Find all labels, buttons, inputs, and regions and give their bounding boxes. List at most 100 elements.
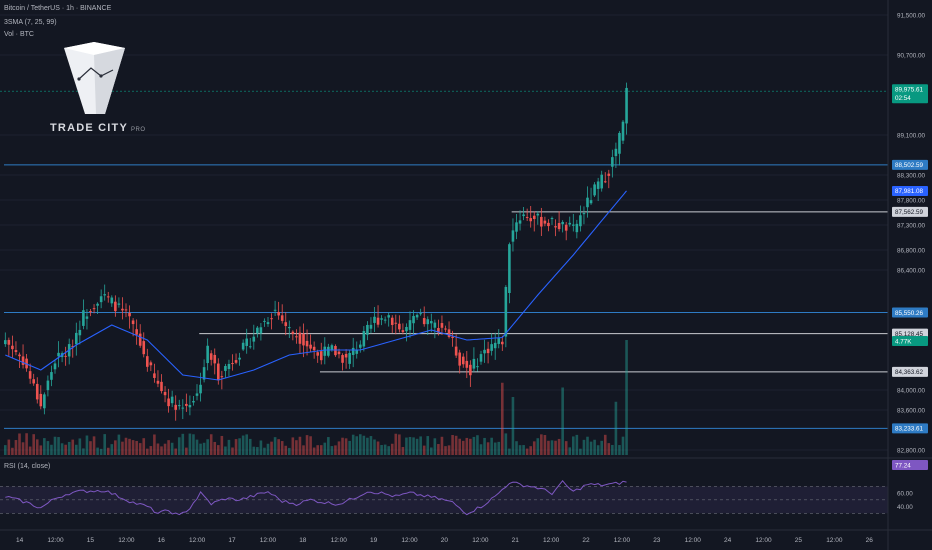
volume-bar: [511, 397, 515, 455]
level-price-label-bg: [892, 423, 928, 434]
candle: [618, 132, 621, 154]
candle: [270, 318, 273, 320]
candle: [348, 352, 351, 364]
volume-bar: [192, 434, 195, 455]
candle: [334, 346, 337, 356]
volume-bar: [476, 435, 479, 455]
volume-bar: [380, 444, 383, 455]
volume-bar: [458, 438, 461, 455]
volume-legend[interactable]: Vol · BTC: [4, 31, 34, 38]
candle: [319, 351, 323, 361]
candle: [234, 360, 238, 363]
time-tick-label: 12:00: [47, 537, 64, 544]
volume-bar: [394, 433, 398, 455]
candle: [550, 218, 554, 220]
candle: [451, 336, 454, 338]
candle: [426, 319, 430, 325]
volume-bar: [444, 446, 447, 455]
symbol-title[interactable]: Bitcoin / TetherUS · 1h · BINANCE: [4, 5, 112, 12]
volume-bar: [348, 440, 351, 455]
candle: [213, 354, 217, 364]
candle: [380, 318, 383, 320]
level-price-label: 85,128.45: [895, 331, 924, 338]
time-tick-label: 18: [299, 537, 307, 544]
candle: [387, 315, 390, 318]
volume-bar: [138, 443, 142, 455]
level-price-label: 88,502.59: [895, 162, 924, 169]
volume-bar: [266, 443, 270, 455]
rsi-line: [5, 480, 627, 516]
candle: [231, 363, 234, 365]
volume-bar: [334, 445, 337, 455]
candle: [11, 345, 14, 350]
volume-bar: [167, 440, 170, 455]
time-tick-label: 16: [158, 537, 166, 544]
time-tick-label: 14: [16, 537, 24, 544]
candle: [518, 220, 522, 224]
candle: [579, 215, 582, 227]
rsi-legend[interactable]: RSI (14, close): [4, 463, 51, 470]
volume-bar: [114, 440, 117, 455]
candle: [89, 311, 92, 313]
sma-legend[interactable]: 3SMA (7, 25, 99): [4, 19, 57, 26]
candle: [284, 322, 288, 327]
volume-bar: [64, 444, 67, 455]
volume-bar: [479, 444, 483, 455]
volume-bar: [124, 437, 128, 455]
candle: [64, 355, 67, 357]
volume-bar: [373, 439, 376, 455]
level-price-label-bg: [892, 206, 928, 217]
volume-bar: [422, 445, 426, 455]
candle: [508, 244, 511, 294]
volume-bar: [121, 441, 124, 455]
volume-bar: [53, 436, 57, 455]
volume-bar: [18, 433, 21, 455]
price-tick-label: 86,800.00: [897, 247, 926, 254]
candle: [43, 394, 46, 409]
candle: [199, 384, 202, 394]
sma-line: [5, 190, 627, 381]
sma-path: [5, 190, 627, 381]
time-tick-label: 12:00: [543, 537, 560, 544]
volume-bar: [483, 437, 486, 455]
candle: [266, 322, 270, 325]
volume-bar: [564, 441, 568, 455]
volume-bar: [238, 438, 241, 455]
volume-bar: [291, 437, 295, 455]
volume-bar: [170, 442, 174, 455]
volume-bar: [220, 435, 224, 455]
volume-bar: [600, 440, 603, 455]
candle: [302, 333, 305, 346]
candle: [185, 403, 188, 406]
time-tick-label: 26: [866, 537, 874, 544]
volume-bar: [547, 440, 550, 455]
volume-bar: [21, 442, 25, 455]
candle: [103, 294, 106, 296]
volume-bar: [501, 382, 504, 455]
candle: [447, 329, 451, 337]
volume-bar: [106, 447, 110, 455]
volume-bar: [344, 438, 348, 455]
logo-wordmark: TRADE CITY PRO: [50, 122, 146, 134]
candle: [142, 341, 146, 355]
candle: [504, 286, 508, 337]
volume-bar: [398, 434, 401, 455]
candle: [174, 404, 177, 410]
volume-bar: [75, 444, 78, 455]
level-price-label-bg: [892, 366, 928, 377]
volume-bar: [359, 434, 362, 455]
candle: [501, 341, 504, 345]
level-price-label: 84,363.62: [895, 369, 924, 376]
volume-bar: [412, 437, 415, 455]
candle: [131, 320, 135, 325]
volume-bar: [43, 438, 46, 455]
volume-bar: [277, 439, 280, 455]
candle: [564, 224, 568, 231]
candle: [614, 148, 618, 157]
candle: [53, 363, 57, 370]
candle: [195, 393, 199, 396]
candle: [92, 308, 96, 310]
candle: [280, 315, 284, 321]
